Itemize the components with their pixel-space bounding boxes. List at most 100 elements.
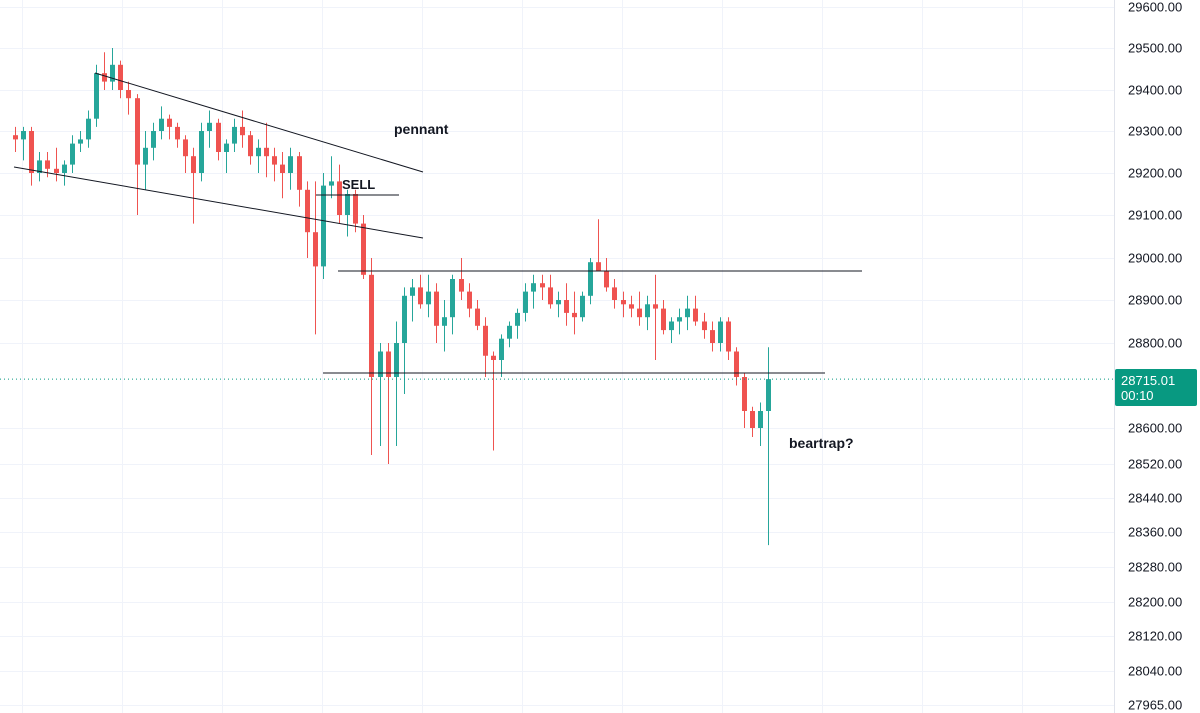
candle[interactable]	[515, 308, 520, 339]
candle[interactable]	[313, 181, 318, 335]
candle[interactable]	[523, 283, 528, 322]
candle[interactable]	[483, 317, 488, 377]
candle[interactable]	[693, 295, 698, 326]
text-annotations[interactable]: pennant SELL beartrap?	[342, 121, 854, 451]
candle[interactable]	[637, 291, 642, 326]
candle[interactable]	[256, 139, 261, 173]
candle[interactable]	[118, 60, 123, 99]
price-axis[interactable]: 29600.00 29500.00 29400.00 29300.00 29200.00…	[1114, 0, 1198, 713]
candle[interactable]	[434, 283, 439, 343]
candle[interactable]	[62, 160, 67, 186]
candle[interactable]	[588, 258, 593, 305]
candle[interactable]	[564, 283, 569, 326]
candle[interactable]	[369, 258, 374, 455]
candle[interactable]	[143, 131, 148, 190]
candle[interactable]	[110, 48, 115, 90]
candle[interactable]	[604, 258, 609, 292]
candle[interactable]	[450, 274, 455, 335]
candle[interactable]	[329, 156, 334, 199]
candle[interactable]	[426, 274, 431, 318]
candle[interactable]	[629, 295, 634, 318]
candle[interactable]	[288, 147, 293, 190]
candle[interactable]	[742, 372, 747, 428]
candle[interactable]	[548, 274, 553, 309]
candle[interactable]	[159, 106, 164, 140]
candle[interactable]	[305, 181, 310, 258]
candle[interactable]	[297, 152, 302, 207]
candle[interactable]	[70, 135, 75, 173]
candle[interactable]	[248, 131, 253, 165]
candle[interactable]	[272, 147, 277, 182]
candle[interactable]	[394, 321, 399, 447]
candle[interactable]	[621, 291, 626, 318]
candle[interactable]	[507, 321, 512, 348]
candle[interactable]	[175, 122, 180, 148]
candle[interactable]	[710, 321, 715, 352]
candle[interactable]	[758, 402, 763, 447]
candle[interactable]	[183, 135, 188, 173]
candle[interactable]	[240, 110, 245, 148]
candle[interactable]	[531, 274, 536, 309]
candle[interactable]	[726, 317, 731, 360]
candle[interactable]	[661, 300, 666, 335]
candle[interactable]	[499, 334, 504, 377]
candle[interactable]	[402, 287, 407, 394]
candle[interactable]	[337, 164, 342, 224]
candle[interactable]	[216, 118, 221, 161]
candle[interactable]	[207, 110, 212, 148]
beartrap-label[interactable]: beartrap?	[789, 435, 854, 451]
candle[interactable]	[669, 317, 674, 343]
candle[interactable]	[224, 139, 229, 173]
candle[interactable]	[596, 219, 601, 271]
candle[interactable]	[126, 81, 131, 115]
sell-label[interactable]: SELL	[342, 177, 375, 192]
candle[interactable]	[232, 118, 237, 152]
candle[interactable]	[580, 291, 585, 322]
candle[interactable]	[94, 64, 99, 127]
pennant-label[interactable]: pennant	[394, 121, 449, 137]
candle[interactable]	[410, 279, 415, 322]
trendline-drawings[interactable]	[13, 72, 862, 374]
pennant-lower-trendline[interactable]	[13, 166, 424, 239]
candle[interactable]	[191, 147, 196, 224]
candle[interactable]	[718, 317, 723, 352]
candle[interactable]	[361, 215, 366, 279]
candle[interactable]	[677, 308, 682, 335]
candle[interactable]	[13, 126, 18, 152]
candle[interactable]	[378, 343, 383, 446]
candle[interactable]	[612, 279, 617, 309]
candle[interactable]	[264, 122, 269, 178]
candle[interactable]	[353, 189, 358, 233]
candle[interactable]	[540, 274, 545, 300]
candle[interactable]	[21, 126, 26, 161]
candle[interactable]	[199, 122, 204, 182]
candle[interactable]	[702, 312, 707, 339]
candle[interactable]	[418, 274, 423, 309]
candle[interactable]	[442, 300, 447, 352]
candle[interactable]	[345, 189, 350, 237]
candle[interactable]	[556, 291, 561, 318]
candle[interactable]	[78, 131, 83, 152]
candle[interactable]	[467, 283, 472, 318]
candle[interactable]	[102, 52, 107, 90]
candle[interactable]	[321, 173, 326, 279]
candle[interactable]	[29, 126, 34, 186]
candle[interactable]	[685, 295, 690, 331]
candle[interactable]	[750, 406, 755, 437]
candle[interactable]	[280, 152, 285, 199]
candle[interactable]	[54, 147, 59, 182]
candle[interactable]	[459, 258, 464, 300]
candle[interactable]	[572, 291, 577, 335]
candle[interactable]	[37, 152, 42, 182]
candle[interactable]	[475, 300, 480, 331]
candle[interactable]	[386, 343, 391, 464]
candle[interactable]	[653, 274, 658, 360]
candle[interactable]	[167, 114, 172, 140]
candle[interactable]	[86, 110, 91, 148]
candle[interactable]	[151, 122, 156, 161]
candle[interactable]	[135, 94, 140, 215]
pennant-upper-trendline[interactable]	[94, 72, 424, 173]
candle[interactable]	[491, 351, 496, 451]
